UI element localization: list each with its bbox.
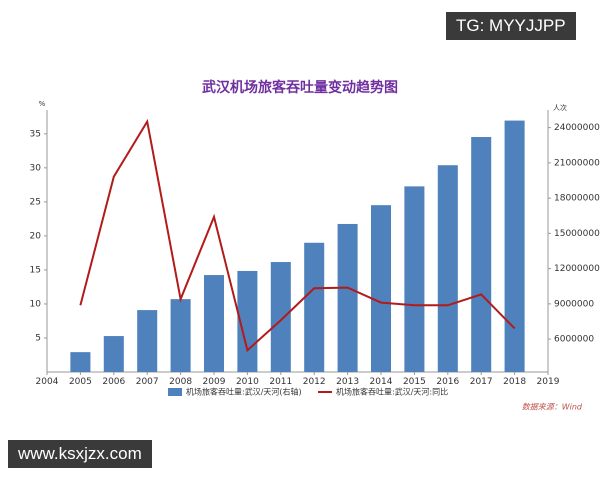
legend-label: 机场旅客吞吐量:武汉/天河:同比	[336, 387, 448, 397]
watermark: www.ksxjzx.com	[8, 440, 152, 468]
bar	[170, 299, 191, 372]
y2-tick-label: 21000000	[554, 158, 600, 168]
bar	[70, 352, 91, 372]
x-tick-label: 2010	[236, 377, 259, 387]
bar	[370, 205, 392, 372]
legend-swatch	[168, 388, 182, 396]
x-tick-label: 2011	[269, 377, 292, 387]
bar	[437, 165, 458, 372]
y-tick-label: 15	[30, 265, 41, 275]
bar	[203, 275, 225, 372]
y-tick-label: 30	[30, 163, 42, 173]
x-tick-label: 2013	[336, 377, 359, 387]
y2-tick-label: 24000000	[554, 123, 600, 133]
x-tick-label: 2015	[403, 377, 426, 387]
x-tick-label: 2007	[136, 377, 159, 387]
bar	[137, 310, 158, 372]
bar	[504, 120, 525, 372]
y2-tick-label: 15000000	[554, 229, 600, 239]
source: 数据来源：Wind	[522, 403, 583, 412]
y2-tick-label: 6000000	[554, 335, 594, 345]
y-tick-label: 25	[30, 197, 41, 207]
y2-tick-label: 12000000	[554, 264, 600, 274]
bar	[304, 242, 325, 372]
chart-title: 武汉机场旅客吞吐量变动趋势图	[202, 79, 398, 96]
watermark: TG: MYYJJPP	[446, 12, 576, 40]
y-tick-label: 5	[35, 333, 41, 343]
x-tick-label: 2005	[69, 377, 92, 387]
x-tick-label: 2004	[36, 377, 59, 387]
x-tick-label: 2008	[169, 377, 192, 387]
legend-label: 机场旅客吞吐量:武汉/天河(右轴)	[186, 387, 302, 397]
y-tick-label: 10	[30, 299, 42, 309]
x-tick-label: 2006	[102, 377, 125, 387]
y2-tick-label: 9000000	[554, 299, 594, 309]
bar	[404, 186, 425, 372]
bar	[237, 270, 258, 372]
line	[79, 118, 516, 353]
y2-tick-label: 18000000	[554, 194, 600, 204]
bar	[471, 137, 492, 372]
y2-axis-label: 人次	[553, 103, 567, 112]
bar	[270, 262, 291, 372]
x-tick-label: 2014	[370, 377, 393, 387]
bar	[337, 223, 358, 372]
y-tick-label: 35	[30, 129, 41, 139]
y-tick-label: 20	[30, 231, 42, 241]
x-tick-label: 2018	[503, 377, 526, 387]
x-tick-label: 2019	[537, 377, 560, 387]
x-tick-label: 2009	[203, 377, 226, 387]
x-tick-label: 2012	[303, 377, 326, 387]
x-tick-label: 2016	[436, 377, 459, 387]
bar	[103, 336, 124, 372]
y-axis-label: %	[39, 100, 46, 108]
x-tick-label: 2017	[470, 377, 493, 387]
